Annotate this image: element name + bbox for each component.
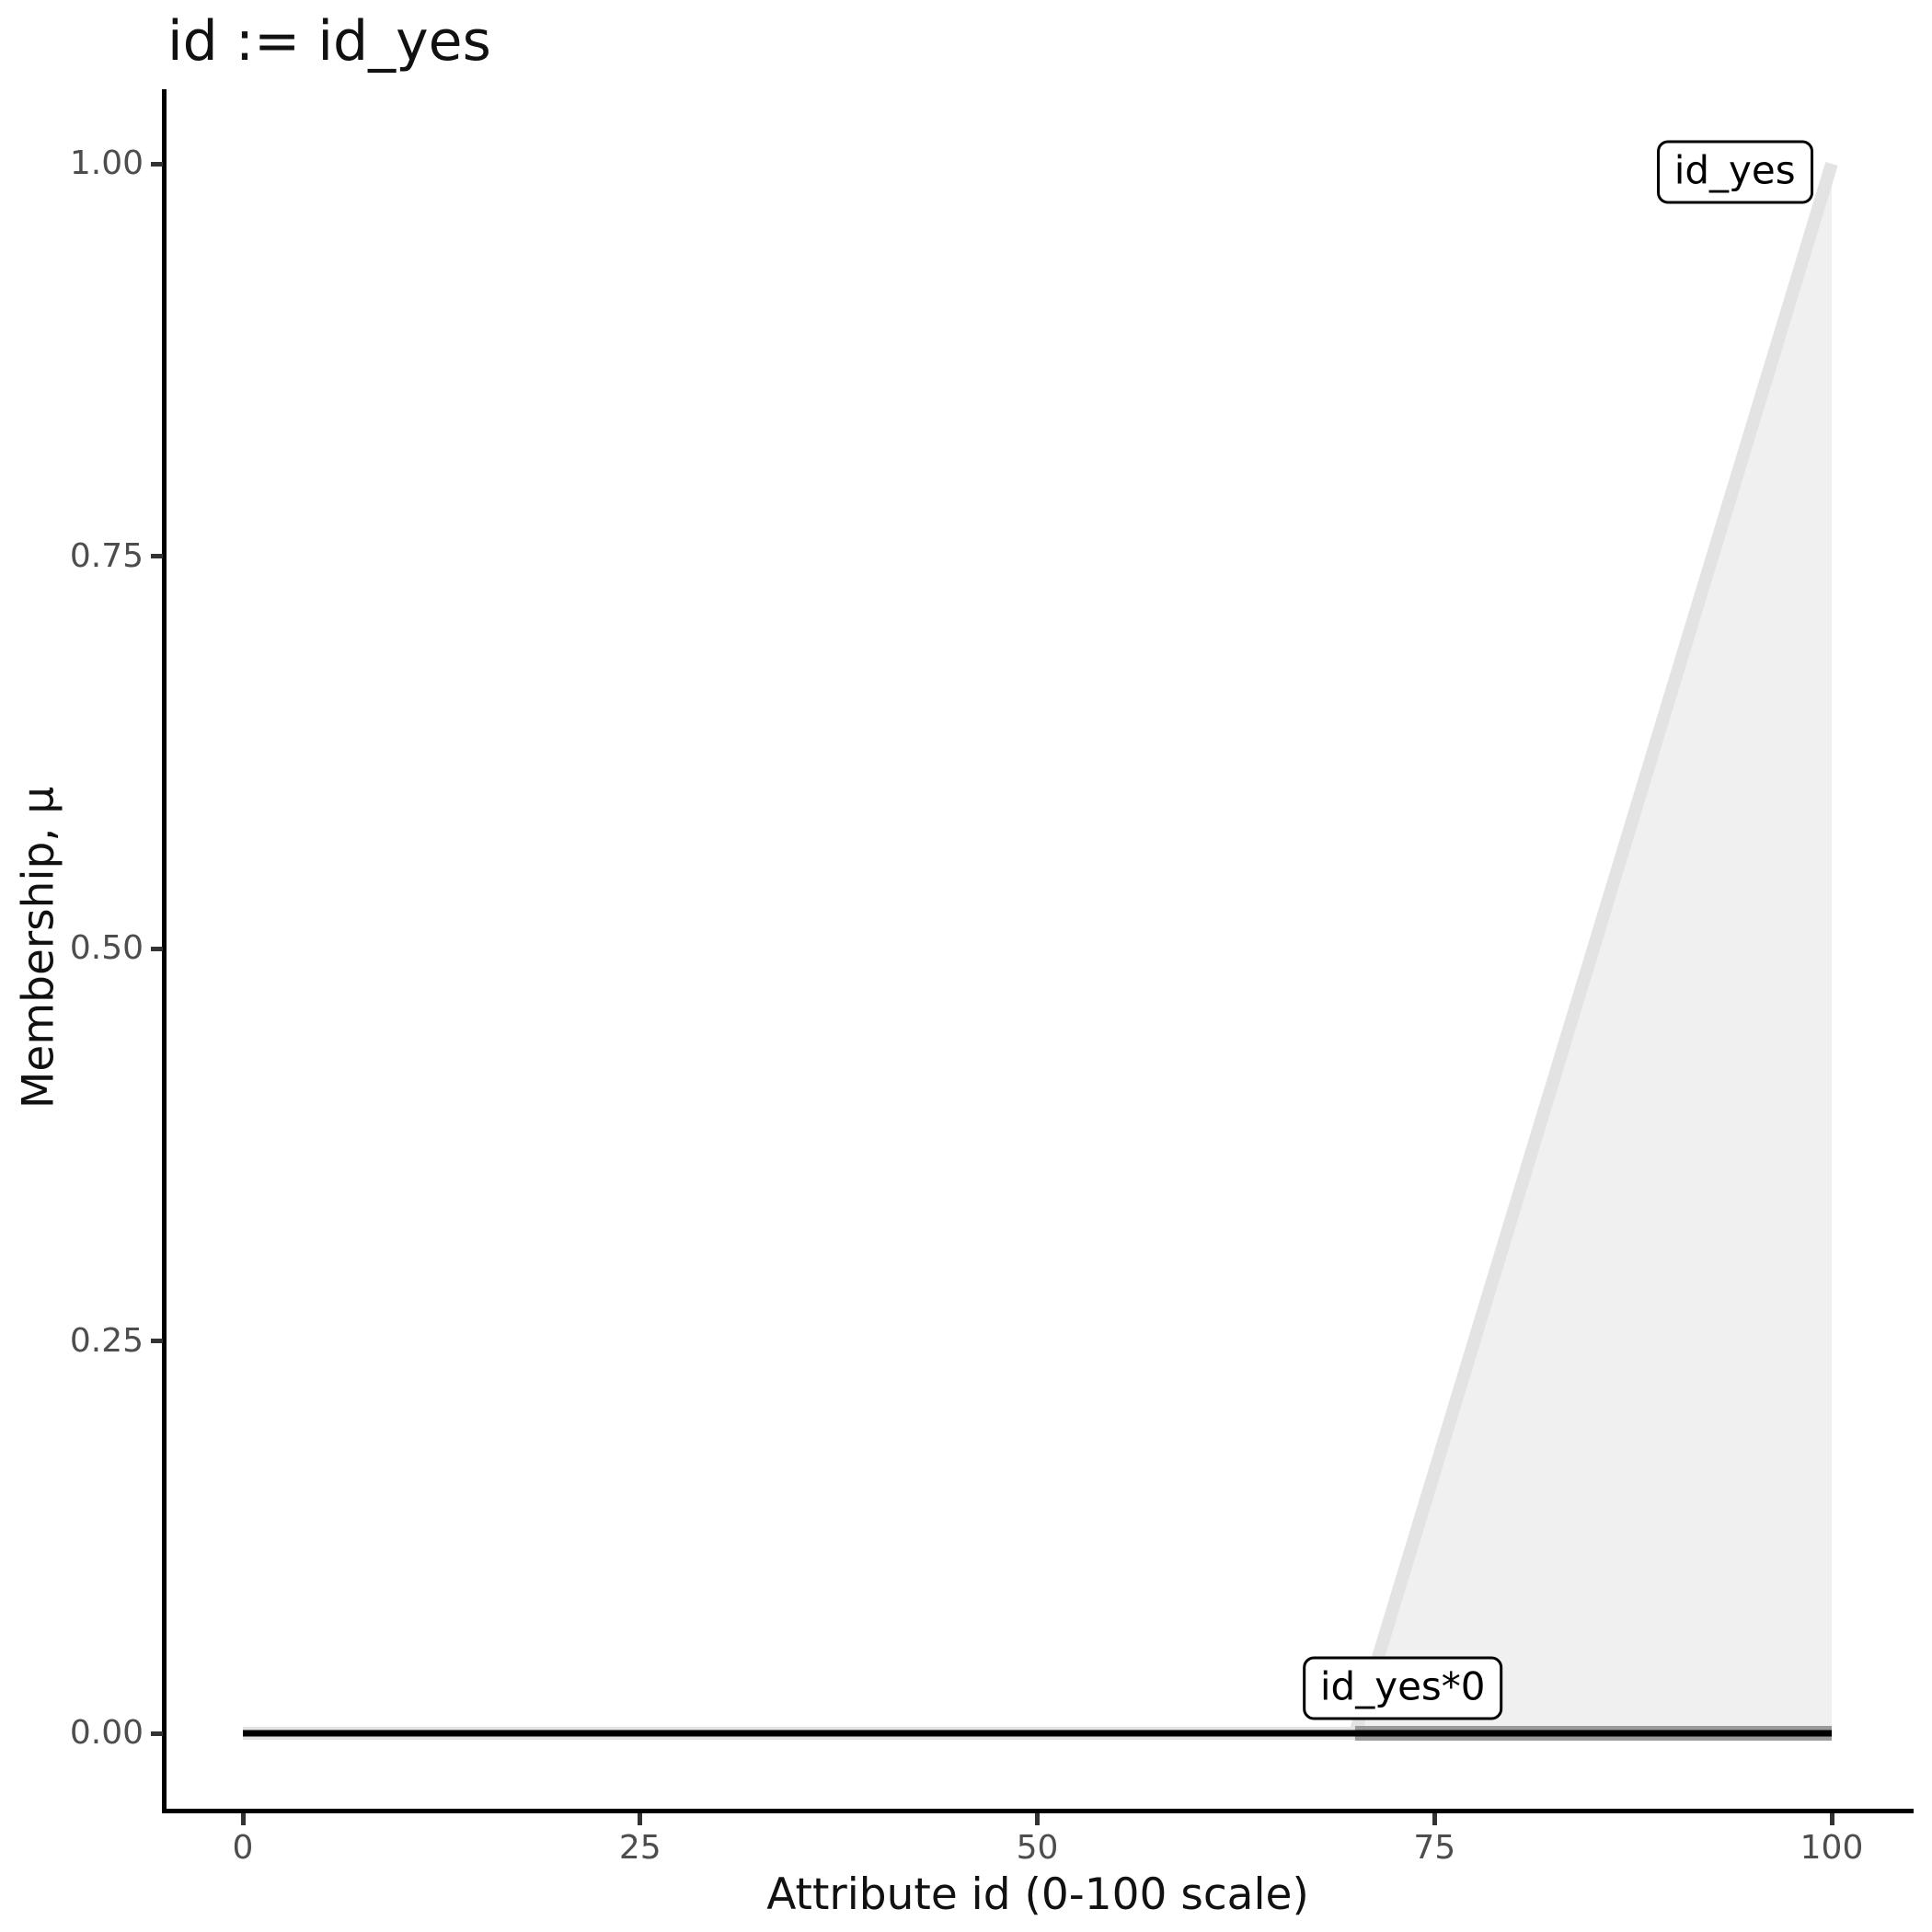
y-tick-label: 0.25 <box>69 1321 144 1360</box>
y-tick-mark <box>151 554 163 558</box>
y-tick-mark <box>151 161 163 167</box>
annotation-label-id-yes-times-zero: id_yes*0 <box>1302 1656 1503 1720</box>
y-tick-label: 0.50 <box>69 929 144 967</box>
annotation-label-id-yes: id_yes <box>1656 140 1813 204</box>
y-axis-line <box>162 89 167 1813</box>
x-tick-mark <box>1035 1813 1040 1825</box>
x-tick-mark <box>240 1813 246 1825</box>
y-tick-label: 0.00 <box>69 1714 144 1752</box>
y-tick-mark <box>151 1339 163 1343</box>
y-tick-mark <box>151 1731 163 1736</box>
x-tick-mark <box>1432 1813 1437 1825</box>
x-tick-mark <box>1829 1813 1834 1825</box>
x-axis-title: Attribute id (0-100 scale) <box>766 1869 1309 1920</box>
x-tick-label: 100 <box>1800 1829 1864 1867</box>
x-axis-line <box>162 1809 1914 1813</box>
y-tick-mark <box>151 946 163 951</box>
y-tick-label: 1.00 <box>69 144 144 182</box>
x-tick-label: 50 <box>1016 1829 1059 1867</box>
y-axis-title: Membership, μ <box>13 786 64 1110</box>
y-tick-label: 0.75 <box>69 536 144 575</box>
x-tick-label: 25 <box>618 1829 661 1867</box>
chart-title: id := id_yes <box>167 9 491 74</box>
x-tick-mark <box>638 1813 643 1825</box>
x-tick-label: 0 <box>232 1829 254 1867</box>
x-tick-label: 75 <box>1413 1829 1456 1867</box>
